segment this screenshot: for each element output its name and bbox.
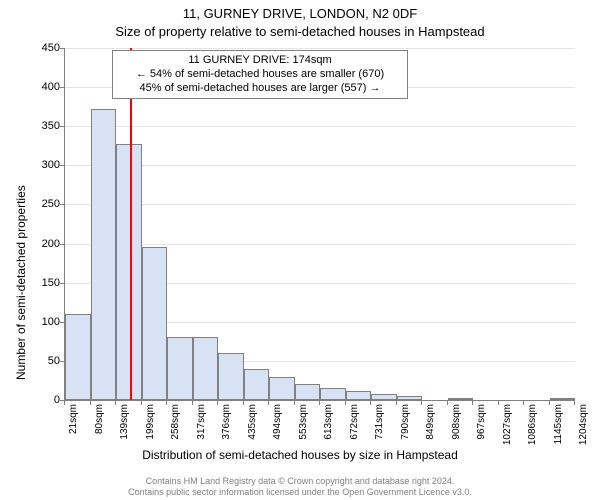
ytick-label: 250 bbox=[20, 198, 60, 210]
xtick-label: 790sqm bbox=[400, 404, 411, 440]
ytick-label: 350 bbox=[20, 120, 60, 132]
xtick-mark bbox=[64, 400, 65, 405]
xtick-mark bbox=[115, 400, 116, 405]
xtick-label: 1086sqm bbox=[527, 404, 538, 445]
annotation-line: 45% of semi-detached houses are larger (… bbox=[119, 82, 401, 96]
histogram-bar bbox=[346, 391, 372, 400]
xtick-mark bbox=[243, 400, 244, 405]
chart-title-line1: 11, GURNEY DRIVE, LONDON, N2 0DF bbox=[0, 6, 600, 21]
histogram-bar bbox=[397, 396, 423, 400]
ytick-mark bbox=[60, 283, 65, 284]
ytick-mark bbox=[60, 126, 65, 127]
gridline bbox=[65, 165, 575, 166]
xtick-mark bbox=[421, 400, 422, 405]
ytick-mark bbox=[60, 165, 65, 166]
xtick-mark bbox=[574, 400, 575, 405]
xtick-label: 80sqm bbox=[94, 404, 105, 434]
histogram-bar bbox=[448, 398, 474, 400]
xtick-mark bbox=[549, 400, 550, 405]
xtick-label: 967sqm bbox=[476, 404, 487, 440]
chart-title-line2: Size of property relative to semi-detach… bbox=[0, 24, 600, 39]
xtick-label: 908sqm bbox=[451, 404, 462, 440]
xtick-mark bbox=[141, 400, 142, 405]
gridline bbox=[65, 204, 575, 205]
property-marker-line bbox=[130, 48, 132, 400]
ytick-label: 0 bbox=[20, 394, 60, 406]
histogram-bar bbox=[167, 337, 193, 400]
xtick-mark bbox=[268, 400, 269, 405]
footer-attribution: Contains HM Land Registry data © Crown c… bbox=[0, 476, 600, 498]
xtick-label: 199sqm bbox=[145, 404, 156, 440]
xtick-label: 672sqm bbox=[349, 404, 360, 440]
chart-container: 11, GURNEY DRIVE, LONDON, N2 0DF Size of… bbox=[0, 0, 600, 500]
ytick-mark bbox=[60, 48, 65, 49]
footer-line1: Contains HM Land Registry data © Crown c… bbox=[0, 476, 600, 487]
gridline bbox=[65, 126, 575, 127]
xtick-label: 21sqm bbox=[68, 404, 79, 434]
ytick-label: 400 bbox=[20, 81, 60, 93]
xtick-label: 376sqm bbox=[221, 404, 232, 440]
xtick-mark bbox=[90, 400, 91, 405]
ytick-mark bbox=[60, 244, 65, 245]
histogram-bar bbox=[269, 377, 295, 400]
histogram-bar bbox=[91, 109, 117, 400]
xtick-label: 435sqm bbox=[247, 404, 258, 440]
xtick-mark bbox=[217, 400, 218, 405]
x-axis-title: Distribution of semi-detached houses by … bbox=[0, 448, 600, 462]
xtick-mark bbox=[472, 400, 473, 405]
histogram-bar bbox=[218, 353, 244, 400]
histogram-bar bbox=[295, 384, 321, 400]
histogram-bar bbox=[244, 369, 270, 400]
xtick-label: 258sqm bbox=[170, 404, 181, 440]
ytick-label: 100 bbox=[20, 316, 60, 328]
xtick-mark bbox=[294, 400, 295, 405]
xtick-label: 849sqm bbox=[425, 404, 436, 440]
xtick-label: 494sqm bbox=[272, 404, 283, 440]
xtick-label: 613sqm bbox=[323, 404, 334, 440]
xtick-label: 731sqm bbox=[374, 404, 385, 440]
xtick-mark bbox=[447, 400, 448, 405]
annotation-line: 11 GURNEY DRIVE: 174sqm bbox=[119, 54, 401, 68]
xtick-label: 139sqm bbox=[119, 404, 130, 440]
histogram-bar bbox=[371, 394, 397, 400]
ytick-mark bbox=[60, 87, 65, 88]
annotation-box: 11 GURNEY DRIVE: 174sqm← 54% of semi-det… bbox=[112, 50, 408, 99]
xtick-label: 1027sqm bbox=[502, 404, 513, 445]
histogram-bar bbox=[193, 337, 219, 400]
histogram-bar bbox=[116, 144, 142, 400]
xtick-mark bbox=[319, 400, 320, 405]
xtick-mark bbox=[396, 400, 397, 405]
xtick-label: 1145sqm bbox=[553, 404, 564, 444]
xtick-label: 317sqm bbox=[196, 404, 207, 440]
ytick-mark bbox=[60, 204, 65, 205]
ytick-label: 450 bbox=[20, 42, 60, 54]
gridline bbox=[65, 48, 575, 49]
annotation-line: ← 54% of semi-detached houses are smalle… bbox=[119, 68, 401, 82]
histogram-bar bbox=[320, 388, 346, 400]
ytick-label: 300 bbox=[20, 159, 60, 171]
xtick-mark bbox=[523, 400, 524, 405]
gridline bbox=[65, 244, 575, 245]
ytick-label: 50 bbox=[20, 355, 60, 367]
xtick-mark bbox=[345, 400, 346, 405]
histogram-bar bbox=[65, 314, 91, 400]
xtick-label: 553sqm bbox=[298, 404, 309, 440]
plot-area bbox=[64, 48, 575, 401]
xtick-mark bbox=[370, 400, 371, 405]
xtick-mark bbox=[192, 400, 193, 405]
footer-line2: Contains public sector information licen… bbox=[0, 487, 600, 498]
ytick-label: 150 bbox=[20, 277, 60, 289]
ytick-label: 200 bbox=[20, 238, 60, 250]
xtick-mark bbox=[498, 400, 499, 405]
histogram-bar bbox=[142, 247, 168, 400]
histogram-bar bbox=[550, 398, 576, 400]
xtick-label: 1204sqm bbox=[578, 404, 589, 445]
xtick-mark bbox=[166, 400, 167, 405]
